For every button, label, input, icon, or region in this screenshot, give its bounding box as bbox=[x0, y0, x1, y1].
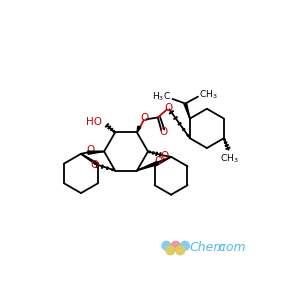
Text: O: O bbox=[141, 113, 149, 123]
Text: O: O bbox=[159, 127, 167, 137]
Circle shape bbox=[162, 242, 171, 250]
Circle shape bbox=[176, 246, 185, 255]
Circle shape bbox=[171, 242, 180, 250]
Polygon shape bbox=[88, 151, 104, 154]
Polygon shape bbox=[137, 126, 141, 133]
Text: HO: HO bbox=[86, 117, 102, 127]
Text: .com: .com bbox=[215, 241, 246, 254]
Text: O: O bbox=[154, 156, 163, 166]
Text: O: O bbox=[86, 145, 94, 155]
Polygon shape bbox=[184, 103, 190, 118]
Text: O: O bbox=[164, 103, 172, 112]
Text: O: O bbox=[160, 152, 168, 161]
Text: H$_3$C: H$_3$C bbox=[152, 90, 171, 103]
Polygon shape bbox=[137, 161, 158, 170]
Text: Chem: Chem bbox=[190, 241, 226, 254]
Circle shape bbox=[166, 246, 175, 255]
Circle shape bbox=[181, 242, 189, 250]
Text: CH$_3$: CH$_3$ bbox=[220, 152, 238, 165]
Text: O: O bbox=[90, 160, 99, 170]
Text: CH$_3$: CH$_3$ bbox=[199, 88, 218, 101]
